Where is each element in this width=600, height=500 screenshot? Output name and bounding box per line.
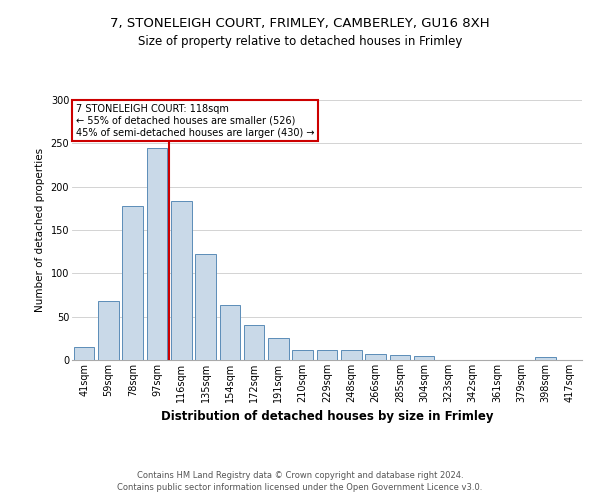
Text: 7 STONELEIGH COURT: 118sqm
← 55% of detached houses are smaller (526)
45% of sem: 7 STONELEIGH COURT: 118sqm ← 55% of deta… <box>76 104 314 138</box>
Text: Contains public sector information licensed under the Open Government Licence v3: Contains public sector information licen… <box>118 484 482 492</box>
Bar <box>244 326 265 360</box>
Bar <box>74 347 94 360</box>
Bar <box>292 350 313 360</box>
Bar <box>535 358 556 360</box>
Bar <box>341 350 362 360</box>
Bar <box>389 355 410 360</box>
Bar <box>365 354 386 360</box>
Bar <box>220 304 240 360</box>
Bar <box>414 356 434 360</box>
Bar <box>146 148 167 360</box>
X-axis label: Distribution of detached houses by size in Frimley: Distribution of detached houses by size … <box>161 410 493 424</box>
Bar <box>195 254 216 360</box>
Text: Size of property relative to detached houses in Frimley: Size of property relative to detached ho… <box>138 35 462 48</box>
Text: 7, STONELEIGH COURT, FRIMLEY, CAMBERLEY, GU16 8XH: 7, STONELEIGH COURT, FRIMLEY, CAMBERLEY,… <box>110 18 490 30</box>
Text: Contains HM Land Registry data © Crown copyright and database right 2024.: Contains HM Land Registry data © Crown c… <box>137 471 463 480</box>
Bar <box>98 301 119 360</box>
Bar <box>171 202 191 360</box>
Bar <box>268 338 289 360</box>
Bar <box>122 206 143 360</box>
Y-axis label: Number of detached properties: Number of detached properties <box>35 148 45 312</box>
Bar <box>317 350 337 360</box>
